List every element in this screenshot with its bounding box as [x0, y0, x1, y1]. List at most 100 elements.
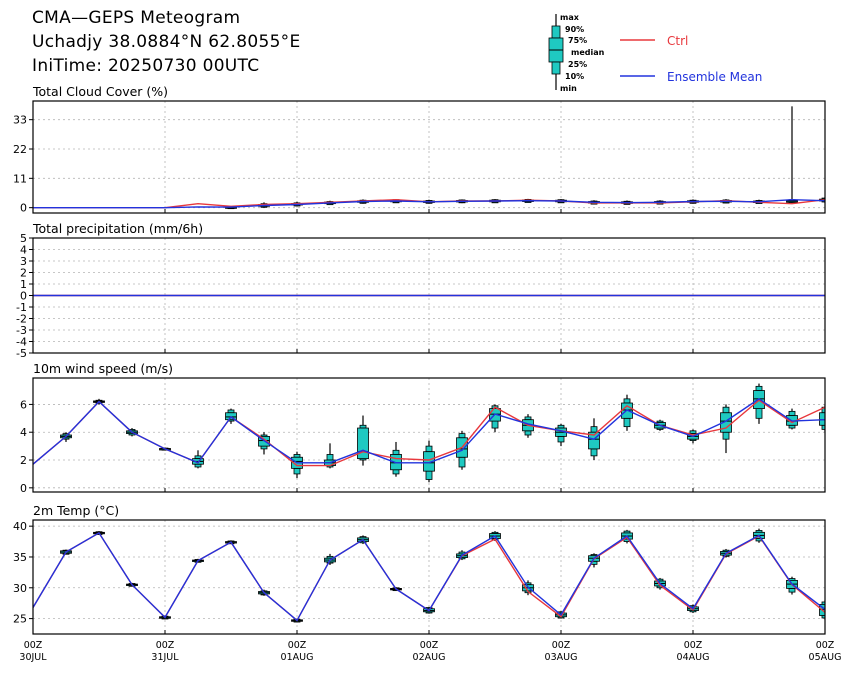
box-upper-tail [755, 385, 763, 391]
box-lower-tail [590, 448, 598, 457]
x-tick-label-date: 04AUG [677, 652, 710, 663]
y-tick-label: 35 [13, 551, 27, 564]
y-tick-label: 40 [13, 520, 27, 533]
panel-frame [32, 237, 826, 354]
box-upper-tail [821, 406, 825, 414]
box-lower-tail [524, 430, 532, 436]
y-tick-label: -2 [16, 313, 27, 326]
x-tick-label-date: 05AUG [809, 652, 842, 663]
y-tick-label: 25 [13, 613, 27, 626]
box-iqr [357, 427, 369, 460]
y-tick-label: -4 [16, 336, 27, 349]
y-tick-label: 0 [20, 482, 27, 495]
box-upper-tail [821, 197, 825, 200]
page-title: CMA—GEPS Meteogram [32, 8, 241, 28]
panel-title: 10m wind speed (m/s) [33, 361, 173, 376]
panel-plot-area [33, 383, 825, 483]
box-lower-tail [293, 467, 301, 475]
legend-label-p10: 10% [565, 72, 584, 81]
y-tick-label: 33 [13, 114, 27, 127]
box-upper-tail [425, 445, 433, 453]
box-upper-tail [392, 449, 400, 455]
box-upper-tail [326, 454, 334, 461]
box-upper-tail [227, 409, 235, 414]
box-upper-tail [722, 406, 730, 414]
x-tick-label-date: 31JUL [151, 652, 179, 663]
box-lower-tail [821, 200, 825, 203]
box-upper-tail [293, 454, 301, 458]
y-tick-label: 30 [13, 582, 27, 595]
panel-frame [32, 100, 826, 214]
box-lower-tail [788, 588, 796, 593]
y-tick-label: 22 [13, 143, 27, 156]
legend-box-outer-lower [551, 61, 561, 75]
box-upper-tail [590, 426, 598, 433]
panel-frame [32, 377, 826, 493]
legend-label-min: min [560, 84, 577, 93]
box-upper-tail [788, 410, 796, 416]
box-upper-tail [689, 430, 697, 435]
y-tick-label: 2 [20, 454, 27, 467]
panel-title: 2m Temp (°C) [33, 503, 119, 518]
y-tick-label: -3 [16, 324, 27, 337]
init-time-label: IniTime: 20250730 00UTC [32, 56, 260, 76]
x-tick-label-time: 00Z [420, 640, 439, 651]
x-tick-label-time: 00Z [156, 640, 175, 651]
box-upper-tail [557, 424, 565, 429]
box-lower-tail [458, 456, 466, 468]
y-tick-label: 0 [20, 290, 27, 303]
box-upper-tail [359, 424, 367, 429]
panel-plot-area [33, 106, 825, 210]
y-tick-label: -5 [16, 347, 27, 360]
box-upper-tail [194, 455, 202, 460]
y-tick-label: 1 [20, 278, 27, 291]
panel-title: Total Cloud Cover (%) [32, 84, 168, 99]
legend-label-p25: 25% [568, 60, 587, 69]
box-lower-tail [821, 615, 825, 619]
box-upper-tail [623, 398, 631, 404]
ensemble-mean-series-line [33, 531, 825, 622]
y-tick-label: 3 [20, 255, 27, 268]
panel-plot-area [33, 528, 825, 623]
y-tick-label: 11 [13, 172, 27, 185]
ensemble-mean-series-line [33, 198, 825, 209]
box-upper-tail [524, 416, 532, 421]
x-tick-label-time: 00Z [24, 640, 43, 651]
box-lower-tail [392, 469, 400, 475]
box-upper-tail [821, 601, 825, 605]
legend-label-max: max [560, 13, 580, 22]
legend-label-p75: 75% [568, 36, 587, 45]
x-tick-label-date: 02AUG [413, 652, 446, 663]
y-tick-label: 6 [20, 398, 27, 411]
legend-label-p90: 90% [565, 25, 584, 34]
box-lower-tail [425, 470, 433, 480]
box-lower-tail [491, 420, 499, 429]
y-tick-label: 2 [20, 267, 27, 280]
y-tick-label: 5 [20, 232, 27, 245]
box-lower-tail [722, 431, 730, 440]
box-lower-tail [821, 424, 825, 430]
box-lower-tail [194, 463, 202, 468]
box-lower-tail [788, 424, 796, 429]
y-tick-label: 4 [20, 244, 27, 257]
x-tick-label-date: 01AUG [281, 652, 314, 663]
location-label: Uchadjy 38.0884°N 62.8055°E [32, 32, 301, 52]
box-upper-tail [458, 433, 466, 439]
panel-frame [32, 519, 826, 635]
x-tick-label-time: 00Z [288, 640, 307, 651]
legend-ctrl-label: Ctrl [667, 34, 688, 48]
y-tick-label: -1 [16, 301, 27, 314]
box-lower-tail [755, 408, 763, 419]
legend-mean-label: Ensemble Mean [667, 70, 762, 84]
x-tick-label-date: 30JUL [19, 652, 47, 663]
x-tick-label-time: 00Z [552, 640, 571, 651]
box-lower-tail [260, 445, 268, 450]
box-iqr [819, 412, 825, 426]
panel-title: Total precipitation (mm/6h) [32, 221, 203, 236]
box-iqr [588, 431, 600, 450]
legend-label-median: median [571, 48, 605, 57]
x-tick-label-time: 00Z [816, 640, 835, 651]
x-tick-label-date: 03AUG [545, 652, 578, 663]
